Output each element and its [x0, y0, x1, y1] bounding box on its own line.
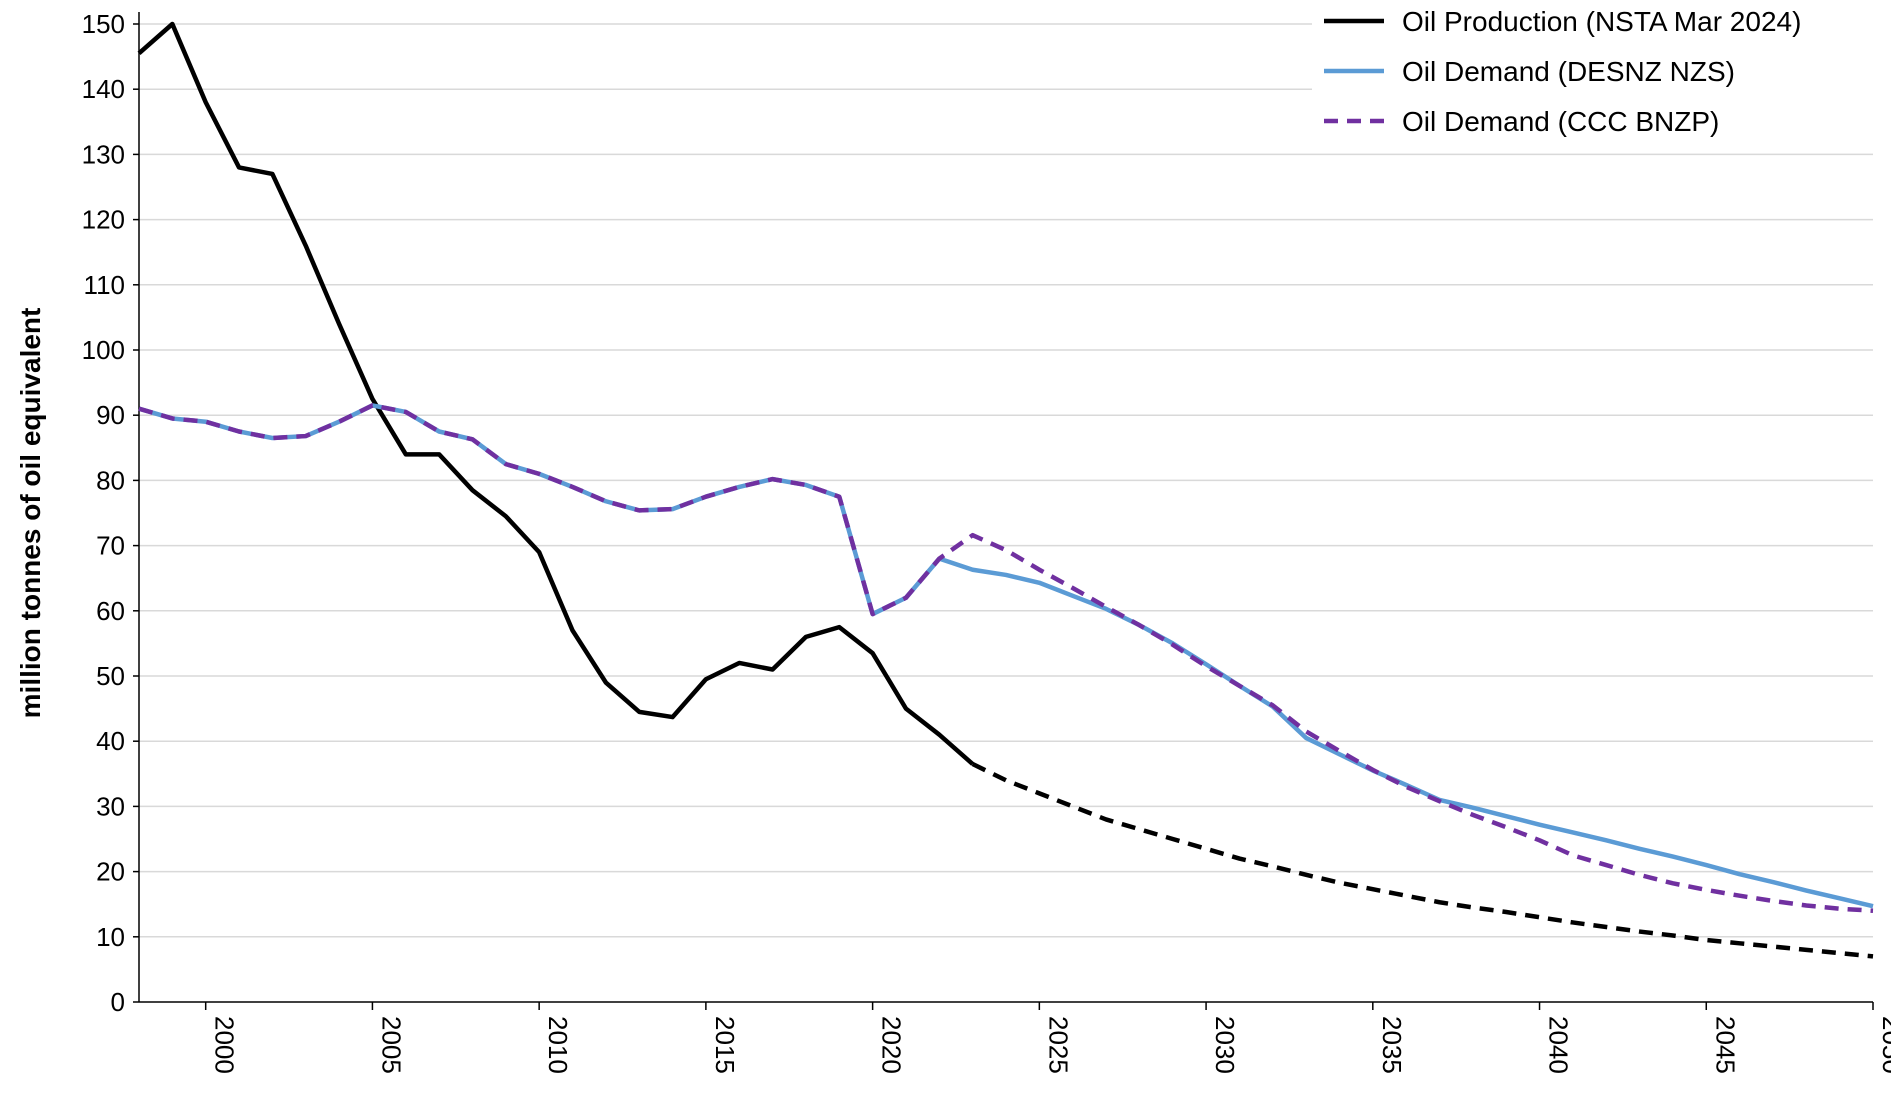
x-tick-label: 2010	[543, 1016, 573, 1074]
x-tick-label: 2020	[877, 1016, 907, 1074]
y-tick-label: 0	[111, 987, 125, 1017]
x-tick-label: 2000	[210, 1016, 240, 1074]
y-tick-label: 30	[96, 791, 125, 821]
y-tick-label: 10	[96, 922, 125, 952]
y-tick-label: 70	[96, 531, 125, 561]
series-line	[137, 21, 975, 766]
y-tick-label: 140	[82, 74, 125, 104]
y-tick-label: 150	[82, 9, 125, 39]
series-line	[138, 403, 1874, 913]
y-tick-label: 20	[96, 857, 125, 887]
legend-label: Oil Demand (CCC BNZP)	[1402, 106, 1719, 137]
series-line	[971, 761, 1874, 959]
x-tick-label: 2015	[710, 1016, 740, 1074]
legend-label: Oil Production (NSTA Mar 2024)	[1402, 6, 1801, 37]
y-tick-label: 120	[82, 205, 125, 235]
y-tick-label: 60	[96, 596, 125, 626]
y-tick-label: 110	[84, 270, 125, 300]
y-tick-label: 80	[96, 465, 125, 495]
x-tick-label: 2030	[1210, 1016, 1240, 1074]
legend-label: Oil Demand (DESNZ NZS)	[1402, 56, 1735, 87]
legend: Oil Production (NSTA Mar 2024) Oil Demand…	[1312, 0, 1891, 145]
y-tick-label: 100	[82, 335, 125, 365]
x-tick-label: 2005	[376, 1016, 406, 1074]
x-tick-label: 2025	[1043, 1016, 1073, 1074]
y-tick-label: 40	[96, 726, 125, 756]
x-tick-label: 2045	[1710, 1016, 1740, 1074]
y-tick-label: 50	[96, 661, 125, 691]
y-axis-label: million tonnes of oil equivalent	[15, 308, 46, 719]
x-tick-label: 2050	[1877, 1016, 1891, 1074]
x-tick-label: 2040	[1544, 1016, 1574, 1074]
y-tick-label: 90	[96, 400, 125, 430]
x-tick-label: 2035	[1377, 1016, 1407, 1074]
legend-box	[1312, 0, 1891, 145]
y-tick-label: 130	[82, 139, 125, 169]
